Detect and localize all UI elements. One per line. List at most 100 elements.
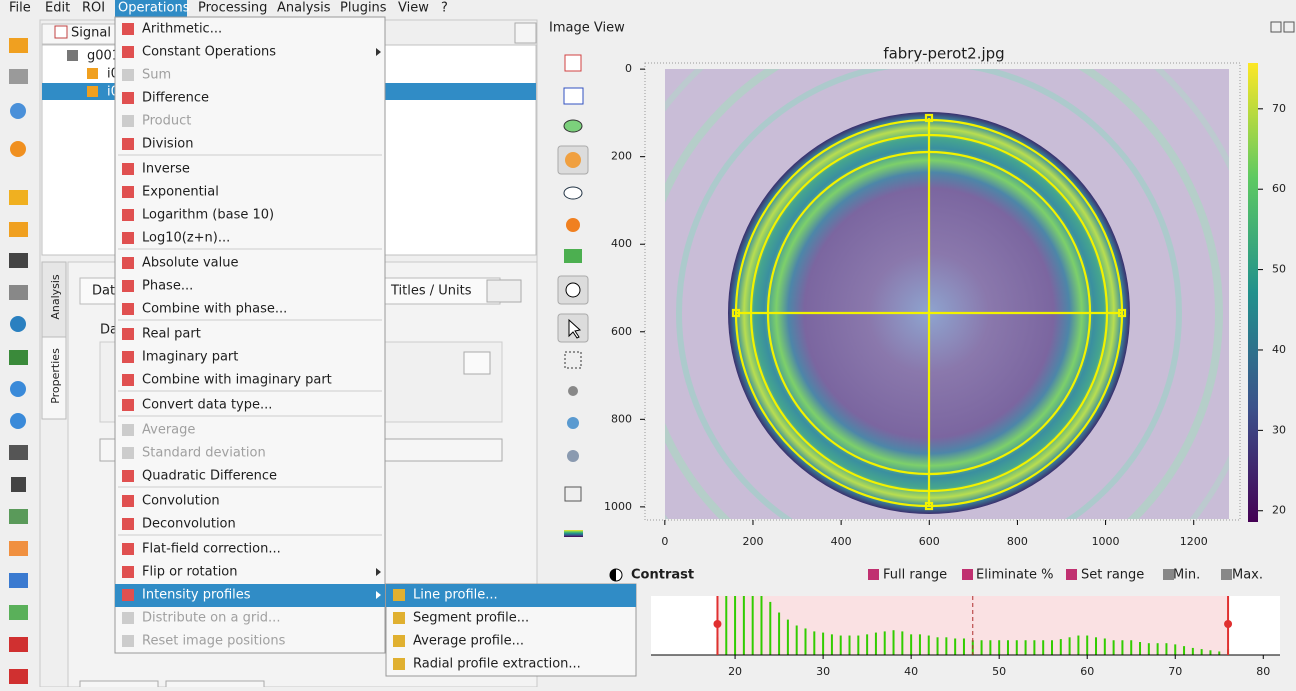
float-button[interactable] [1270, 21, 1282, 33]
menu-icon [122, 447, 134, 459]
menu-title[interactable]: View [398, 1, 429, 16]
menu-icon [122, 280, 134, 292]
x-tick-label: 50 [992, 665, 1006, 678]
histogram-bar [910, 634, 913, 655]
contrast-button[interactable]: Min. [1173, 568, 1200, 583]
menu-item[interactable]: Absolute value [142, 256, 238, 271]
menu-title[interactable]: Plugins [340, 1, 387, 16]
menu-item[interactable]: Division [142, 137, 194, 152]
menu-item[interactable]: Arithmetic... [142, 22, 222, 37]
tree-item[interactable]: i0 [107, 85, 119, 100]
menu-item[interactable]: Flip or rotation [142, 565, 238, 580]
contrast-button[interactable]: Full range [883, 568, 947, 583]
histogram-bar [1147, 643, 1150, 655]
button-icon[interactable] [1066, 569, 1077, 580]
menu-icon [122, 612, 134, 624]
histogram-bar [1042, 640, 1045, 655]
menu-title[interactable]: Analysis [277, 1, 331, 16]
menu-item[interactable]: Exponential [142, 185, 219, 200]
menu-title[interactable]: Edit [45, 1, 70, 16]
histogram-bar [936, 637, 939, 655]
menu-item[interactable]: Convert data type... [142, 398, 272, 413]
menu-item[interactable]: Average profile... [413, 634, 524, 649]
menu-item[interactable]: Deconvolution [142, 517, 236, 532]
menu-item[interactable]: Segment profile... [413, 611, 529, 626]
histogram-bar [927, 635, 930, 655]
menu-item[interactable]: Line profile... [413, 588, 498, 603]
histogram-bar [1139, 642, 1142, 655]
button-icon[interactable] [1163, 569, 1174, 580]
menu-item[interactable]: Log10(z+n)... [142, 231, 230, 246]
menu-item[interactable]: Combine with phase... [142, 302, 287, 317]
menu-title[interactable]: File [9, 1, 31, 16]
menu-item[interactable]: Convolution [142, 494, 220, 509]
menu-item[interactable]: Difference [142, 91, 209, 106]
tab-title[interactable]: Signal I [71, 26, 119, 41]
submenu-arrow [376, 48, 381, 56]
menu-title[interactable]: ? [441, 1, 448, 16]
menu-icon [122, 232, 134, 244]
menu-title[interactable]: Processing [198, 1, 267, 16]
side-tab[interactable] [41, 336, 67, 420]
button-icon[interactable] [1221, 569, 1232, 580]
menu-icon [393, 589, 405, 601]
menu-icon [122, 495, 134, 507]
histogram-bar [804, 628, 807, 655]
menu-item[interactable]: Intensity profiles [142, 588, 251, 603]
menu-icon [122, 589, 134, 601]
histogram-bar [1006, 640, 1009, 655]
menu-item[interactable]: Quadratic Difference [142, 469, 277, 484]
menu-item[interactable]: Combine with imaginary part [142, 373, 332, 388]
menu-title[interactable]: ROI [82, 1, 105, 16]
contrast-icon [610, 569, 616, 581]
menu-item[interactable]: Logarithm (base 10) [142, 208, 274, 223]
menu-item: Distribute on a grid... [142, 611, 280, 626]
button[interactable] [79, 680, 159, 691]
button[interactable] [463, 351, 491, 375]
button-icon[interactable] [868, 569, 879, 580]
close-button[interactable] [1283, 21, 1295, 33]
menu-item[interactable]: Flat-field correction... [142, 542, 281, 557]
tab-scroll[interactable] [486, 279, 522, 303]
contrast-button[interactable]: Eliminate % [976, 568, 1054, 583]
menu-item[interactable]: Imaginary part [142, 350, 238, 365]
y-tick-label: 0 [625, 62, 632, 75]
range-handle[interactable] [713, 620, 722, 628]
menu-item: Product [142, 114, 191, 129]
histogram-bar [892, 630, 895, 655]
histogram-bar [1024, 640, 1027, 655]
menu-item[interactable]: Inverse [142, 162, 190, 177]
colorbar [1248, 63, 1258, 522]
menu-item[interactable]: Radial profile extraction... [413, 657, 581, 672]
prop-tab[interactable]: Titles / Units [390, 284, 472, 299]
operations-menu: Arithmetic... Constant Operations Sum Diffe… [114, 16, 386, 654]
menu-item[interactable]: Phase... [142, 279, 193, 294]
histogram-bar [1033, 640, 1036, 655]
tree-item[interactable]: i0 [107, 67, 119, 82]
x-tick-label: 70 [1168, 665, 1182, 678]
range-handle[interactable] [1224, 620, 1233, 628]
histogram-bar [1095, 637, 1098, 655]
histogram-bar [1112, 640, 1115, 655]
button[interactable] [165, 680, 265, 691]
menu-icon [122, 115, 134, 127]
y-tick-label: 600 [611, 325, 632, 338]
menu-icon [122, 138, 134, 150]
contrast-button[interactable]: Max. [1232, 568, 1263, 583]
menu-title[interactable]: Operations [118, 1, 190, 16]
panel-title: Image View [549, 21, 625, 36]
histogram-bar [1103, 638, 1106, 655]
button-icon[interactable] [962, 569, 973, 580]
plot-frame [644, 62, 1241, 521]
contrast-button[interactable]: Set range [1081, 568, 1144, 583]
x-tick-label: 0 [661, 535, 668, 548]
side-tab-label[interactable]: Analysis [49, 274, 62, 320]
tree-item[interactable]: g001 [87, 49, 120, 64]
menu-item: Reset image positions [142, 634, 286, 649]
side-tab-label[interactable]: Properties [49, 348, 62, 404]
menu-button[interactable] [514, 22, 537, 44]
prop-tab[interactable]: Dat [92, 284, 115, 299]
menu-item[interactable]: Real part [142, 327, 201, 342]
menu-item[interactable]: Constant Operations [142, 45, 276, 60]
